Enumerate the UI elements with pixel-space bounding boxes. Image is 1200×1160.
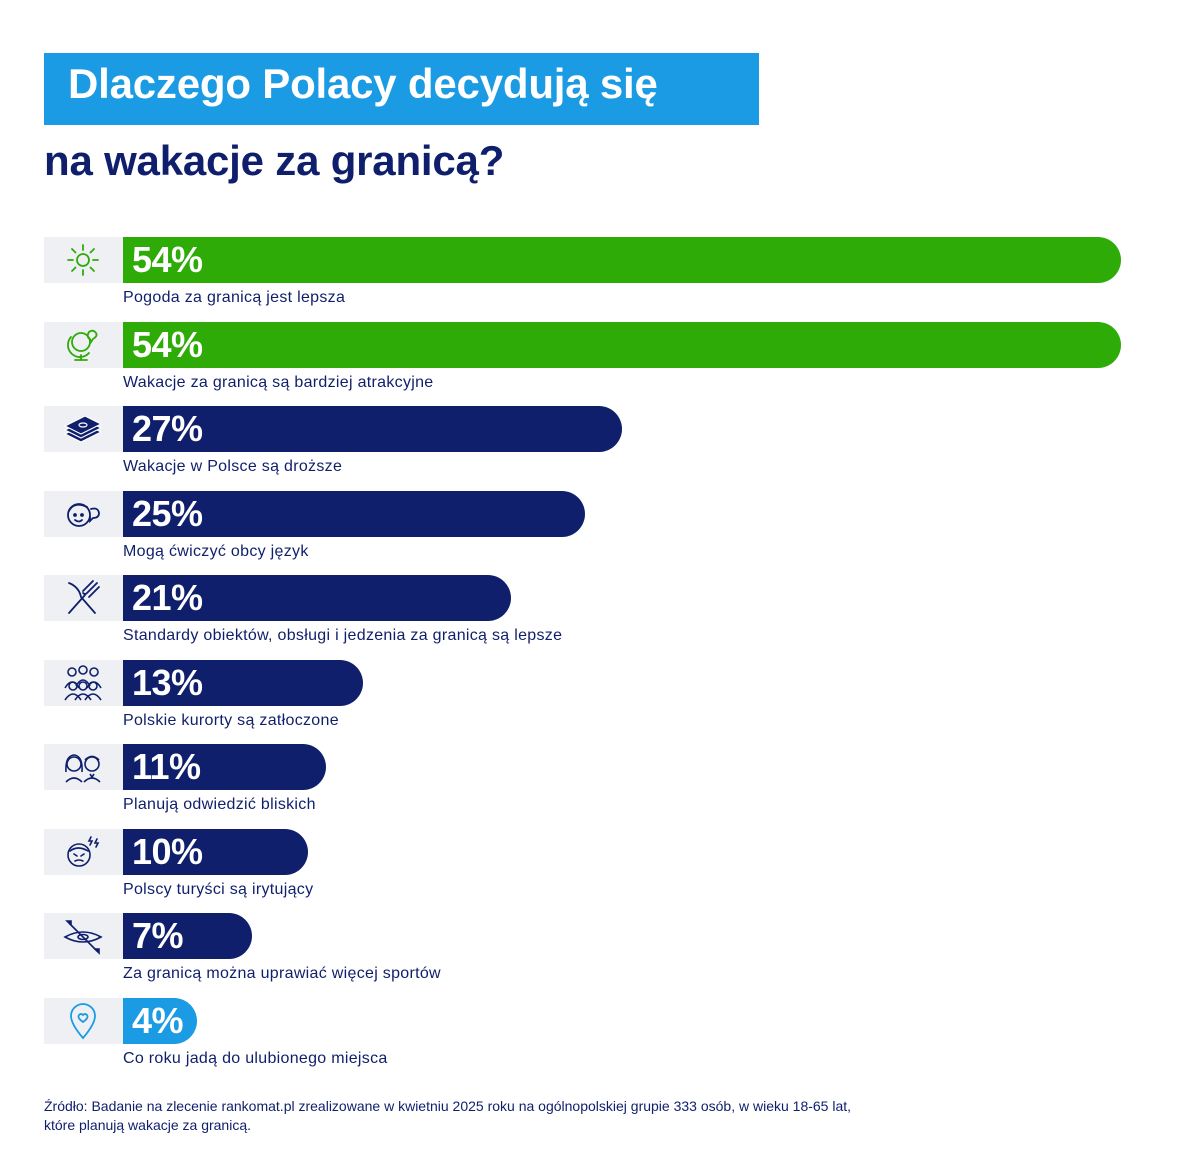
- category-label: Wakacje w Polsce są droższe: [123, 458, 343, 475]
- bar: [123, 913, 253, 959]
- chart-row: 11% Planują odwiedzić bliskich: [44, 744, 1144, 824]
- category-label: Standardy obiektów, obsługi i jedzenia z…: [123, 627, 563, 644]
- chart-row: 25% Mogą ćwiczyć obcy język: [44, 490, 1144, 571]
- bar: [123, 321, 1121, 368]
- chart-row: 54% Wakacje za granicą są bardziej atrakc…: [44, 321, 1144, 402]
- couple-icon: [44, 744, 123, 790]
- bar: [123, 237, 1121, 283]
- category-label: Mogą ćwiczyć obcy język: [123, 542, 309, 560]
- source-note: Źródło: Badanie na zlecenie rankomat.pl …: [44, 1097, 1044, 1135]
- bar: [123, 828, 308, 875]
- sun-icon: [44, 237, 123, 283]
- speaking-person-icon: [44, 490, 123, 537]
- chart-row: 21% Standardy obiektów, obsługi i jedzeni…: [44, 575, 1144, 655]
- chart-row: 27% Wakacje w Polsce są droższe: [44, 406, 1144, 486]
- chart-row: 13% Polskie kurorty są zatłoczone: [44, 659, 1144, 740]
- source-note-line-2: które planują wakacje za granicą.: [44, 1117, 252, 1133]
- bar-value-label: 11%: [132, 746, 201, 787]
- crowd-icon: [44, 659, 123, 706]
- bar-value-label: 21%: [132, 577, 203, 618]
- bar: [123, 997, 197, 1044]
- category-label: Wakacje za granicą są bardziej atrakcyjn…: [123, 373, 434, 391]
- bar-value-label: 13%: [132, 661, 203, 703]
- bar: [123, 659, 364, 706]
- bar-value-label: 10%: [132, 830, 203, 872]
- page-title-line-2: na wakacje za granicą?: [44, 137, 505, 184]
- bar-value-label: 25%: [132, 492, 203, 534]
- chart-row: 7% Za granicą można uprawiać więcej sport…: [44, 913, 1144, 993]
- globe-icon: [44, 321, 123, 368]
- chart-row: 54% Pogoda za granicą jest lepsza: [44, 237, 1144, 317]
- category-label: Co roku jadą do ulubionego miejsca: [123, 1049, 388, 1067]
- title-highlight-box: [44, 53, 759, 125]
- bar-value-label: 4%: [132, 999, 184, 1041]
- category-label: Pogoda za granicą jest lepsza: [123, 289, 346, 306]
- kayak-icon: [44, 913, 123, 959]
- page-title-line-1: Dlaczego Polacy decydują się: [68, 60, 658, 107]
- bar: [123, 575, 512, 621]
- annoyed-person-icon: [44, 828, 123, 875]
- bar-value-label: 27%: [132, 408, 203, 449]
- bar: [123, 406, 622, 452]
- bar-value-label: 54%: [132, 323, 203, 365]
- bar-value-label: 54%: [132, 239, 203, 280]
- cutlery-icon: [44, 575, 123, 621]
- chart-row: 10% Polscy turyści są irytujący: [44, 828, 1144, 909]
- category-label: Polscy turyści są irytujący: [123, 880, 314, 898]
- location-pin-icon: [44, 997, 123, 1044]
- category-label: Polskie kurorty są zatłoczone: [123, 711, 339, 729]
- bar: [123, 490, 586, 537]
- money-icon: [44, 406, 123, 452]
- source-note-line-1: Źródło: Badanie na zlecenie rankomat.pl …: [44, 1098, 852, 1114]
- category-label: Planują odwiedzić bliskich: [123, 796, 316, 813]
- category-label: Za granicą można uprawiać więcej sportów: [123, 965, 441, 982]
- bar-value-label: 7%: [132, 915, 184, 956]
- chart-row: 4% Co roku jadą do ulubionego miejsca: [44, 997, 1144, 1078]
- bar: [123, 744, 327, 790]
